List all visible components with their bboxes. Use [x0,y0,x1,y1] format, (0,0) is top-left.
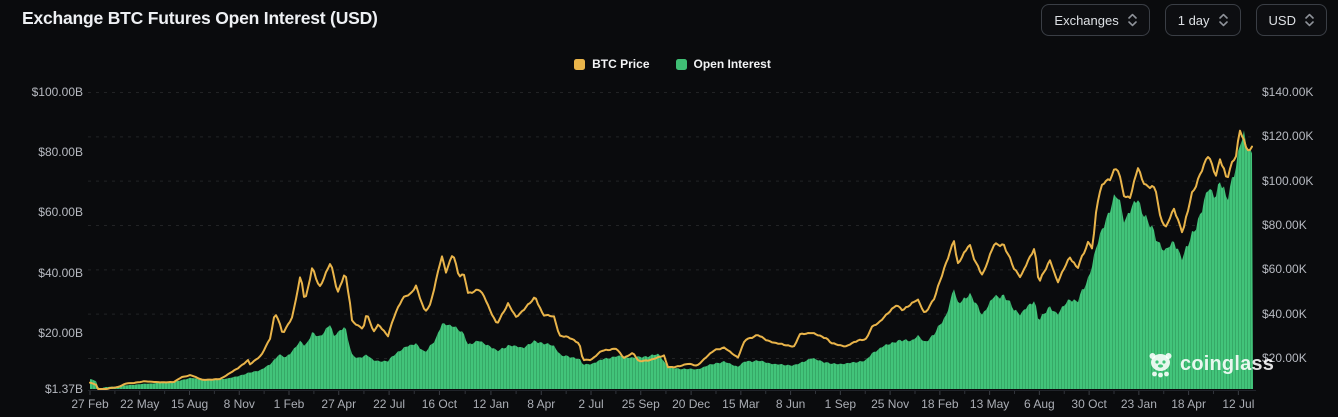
x-axis-tick-label: 22 May [120,397,160,411]
left-axis-tick-label: $40.00B [38,265,83,280]
currency-dropdown[interactable]: USD [1255,4,1327,36]
x-axis-tick-label: 20 Dec [672,397,711,411]
left-axis-tick-label: $60.00B [38,205,83,220]
left-axis-tick-label: $100.00B [31,85,83,99]
x-axis-tick-label: 23 Jan [1120,397,1157,411]
updown-chevron-icon [1127,13,1137,27]
chart-legend: BTC Price Open Interest [90,57,1255,71]
right-axis-tick-label: $40.00K [1262,306,1307,321]
left-axis-tick-label: $80.00B [38,145,83,160]
x-axis-tick-label: 22 Jul [373,397,406,411]
left-axis-tick-label: $1.37B [44,382,83,396]
x-axis-tick-label: 16 Oct [421,397,458,411]
legend-label: BTC Price [592,57,650,71]
x-axis-tick-label: 25 Sep [621,397,660,411]
page-title: Exchange BTC Futures Open Interest (USD) [22,8,378,28]
interval-dropdown-label: 1 day [1177,12,1210,28]
chart-controls: Exchanges 1 day USD [1041,4,1327,36]
legend-item-btc-price[interactable]: BTC Price [574,57,650,71]
x-axis-tick-label: 2 Jul [578,397,604,411]
legend-label: Open Interest [693,57,771,71]
right-axis-tick-label: $120.00K [1262,129,1314,144]
btc-price-line-series [89,129,1253,390]
exchanges-dropdown-label: Exchanges [1054,12,1119,28]
left-axis-tick-label: $20.00B [38,325,83,340]
x-axis-tick-label: 12 Jan [472,397,509,411]
x-axis-tick-label: 18 Feb [921,397,959,411]
updown-chevron-icon [1218,13,1228,27]
gridlines [88,92,1256,391]
x-axis-tick-label: 13 May [969,397,1010,411]
open-interest-swatch-icon [675,58,687,70]
legend-item-open-interest[interactable]: Open Interest [675,57,771,71]
right-axis-tick-label: $100.00K [1262,173,1314,188]
right-axis-tick-label: $140.00K [1262,85,1314,99]
exchanges-dropdown[interactable]: Exchanges [1041,4,1150,36]
x-axis-tick-label: 27 Apr [321,397,357,411]
interval-dropdown[interactable]: 1 day [1164,4,1241,36]
btc-price-swatch-icon [574,58,586,70]
x-axis-tick-label: 8 Jun [775,397,806,411]
right-axis-tick-label: $20.00K [1262,351,1307,365]
open-interest-area-series [90,130,1253,389]
right-axis-tick-label: $80.00K [1262,218,1307,232]
x-axis-tick-label: 25 Nov [871,397,910,411]
x-axis-tick-label: 15 Aug [170,397,209,411]
right-axis-tick-label: $60.00K [1262,262,1307,277]
x-axis-tick-label: 12 Jul [1222,397,1255,411]
currency-dropdown-label: USD [1268,12,1296,28]
x-axis-ticks [89,391,1239,395]
x-axis-tick-label: 1 Sep [824,397,857,411]
updown-chevron-icon [1305,13,1314,27]
x-axis-tick-label: 27 Feb [71,397,109,411]
x-axis-tick-label: 8 Apr [527,397,556,411]
x-axis-tick-label: 15 Mar [722,397,760,411]
x-axis-tick-label: 8 Nov [223,397,255,411]
x-axis-tick-label: 6 Aug [1024,397,1055,411]
x-axis-tick-label: 1 Feb [273,397,305,411]
x-axis-tick-label: 18 Apr [1171,397,1206,411]
x-axis-tick-label: 30 Oct [1071,397,1107,411]
